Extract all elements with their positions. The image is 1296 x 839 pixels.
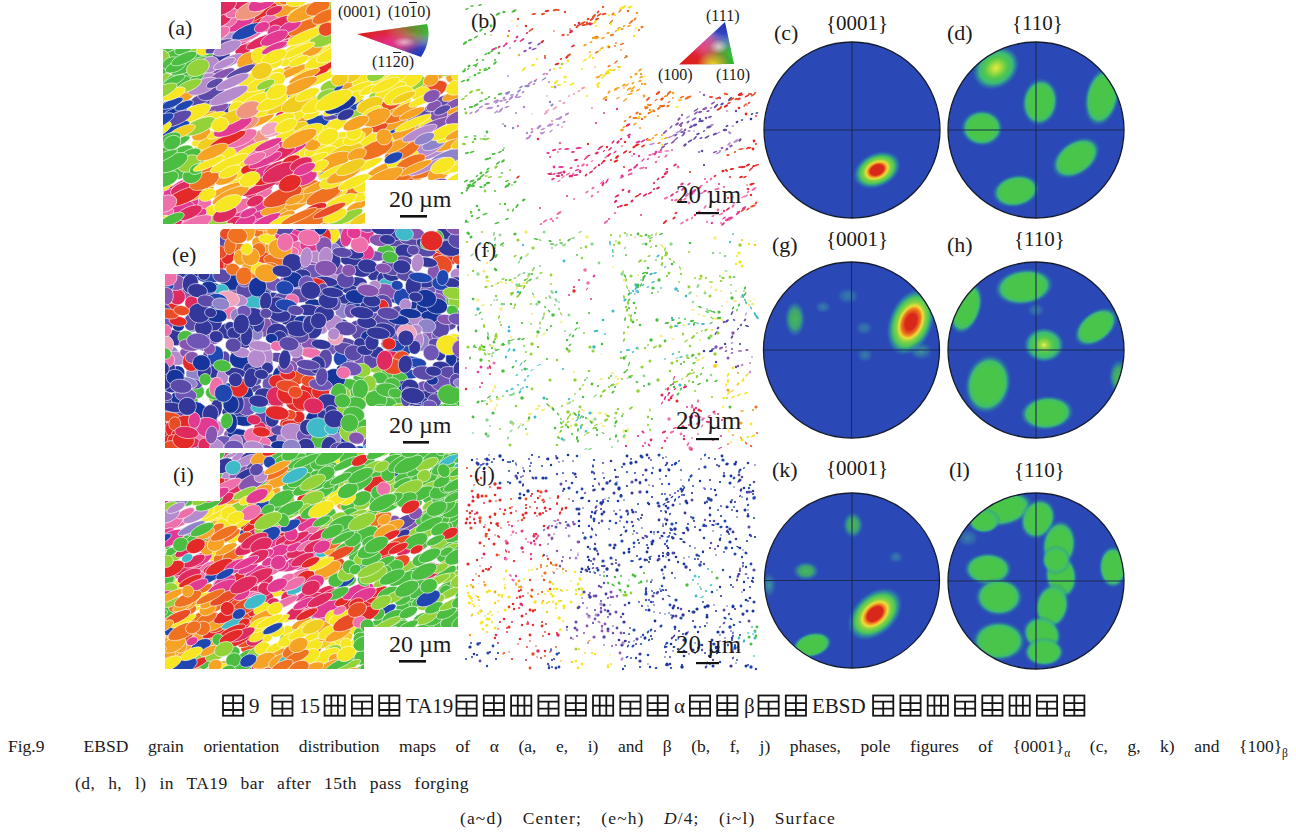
svg-text:TA19: TA19 xyxy=(406,694,453,718)
svg-text:α: α xyxy=(674,694,685,718)
svg-text:9: 9 xyxy=(249,694,260,718)
svg-text:β: β xyxy=(744,694,755,718)
svg-text:15: 15 xyxy=(299,694,320,718)
svg-text:EBSD: EBSD xyxy=(812,694,866,718)
